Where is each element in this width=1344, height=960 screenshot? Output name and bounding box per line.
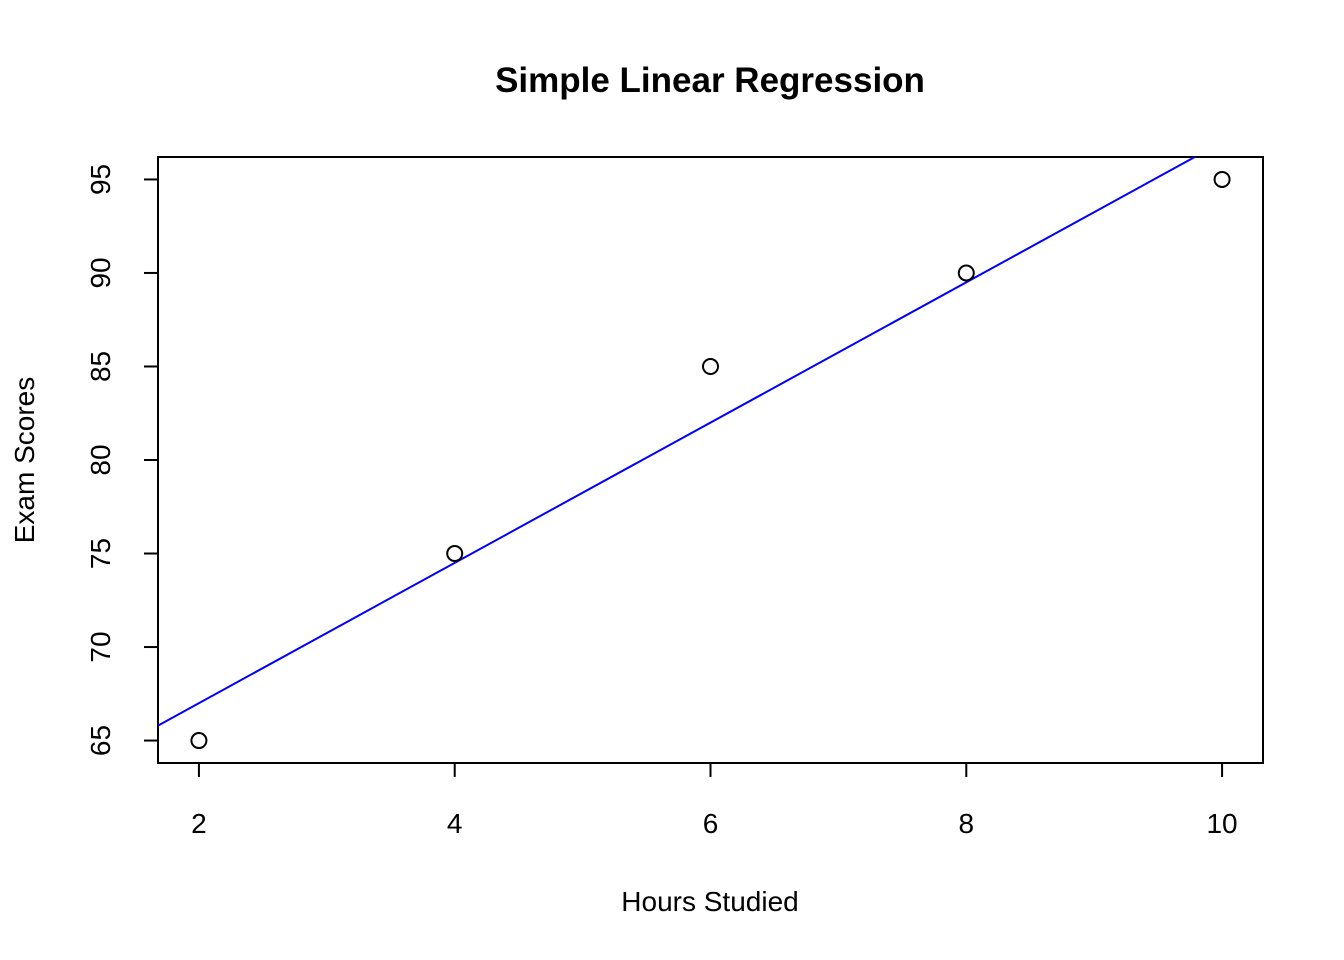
y-tick-label: 90 xyxy=(85,257,116,288)
x-tick-label: 8 xyxy=(958,808,974,839)
x-tick-label: 4 xyxy=(447,808,463,839)
chart-title: Simple Linear Regression xyxy=(495,61,925,100)
regression-line xyxy=(158,157,1197,727)
y-tick-label: 95 xyxy=(85,164,116,195)
y-tick-label: 70 xyxy=(85,631,116,662)
point xyxy=(1213,170,1231,188)
y-tick-label: 75 xyxy=(85,538,116,569)
point xyxy=(446,545,464,563)
point xyxy=(190,732,208,750)
y-tick-label: 65 xyxy=(85,725,116,756)
x-tick-label: 6 xyxy=(703,808,719,839)
y-axis-label: Exam Scores xyxy=(9,377,40,544)
point xyxy=(957,264,975,282)
x-axis-label: Hours Studied xyxy=(621,886,798,917)
plot-frame xyxy=(157,156,1264,764)
y-tick-label: 80 xyxy=(85,444,116,475)
x-tick-label: 10 xyxy=(1206,808,1237,839)
y-tick-label: 85 xyxy=(85,351,116,382)
point xyxy=(702,357,719,375)
x-tick-label: 2 xyxy=(191,808,207,839)
